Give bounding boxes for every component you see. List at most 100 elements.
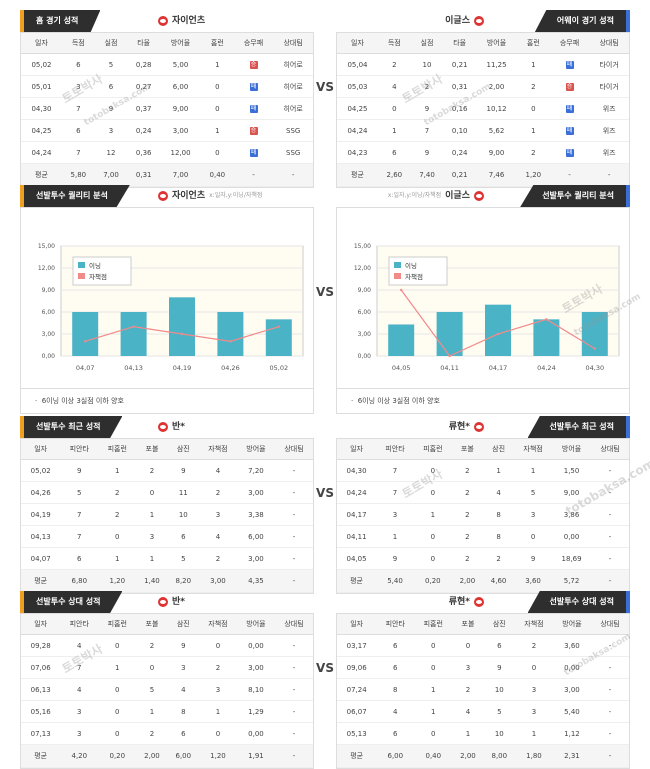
y-tick-label: 6,00 [358,309,372,316]
legend-swatch-bar [78,262,85,268]
table-cell: 11,25 [476,53,517,76]
table-cell: 2 [377,53,411,76]
table-row: 05,02 6 5 0,28 5,00 1 승 히어로 [21,53,313,76]
table-cell: 0,37 [127,97,161,120]
table-cell: 6,80 [60,569,99,593]
team-name: 자이언츠 [172,191,206,201]
column-header: 승무패 [233,33,274,54]
table-cell: 0 [98,634,137,657]
table-cell: - [590,722,629,745]
column-header: 피홈런 [98,614,137,635]
table-cell: 0,36 [127,141,161,164]
column-header: 방어율 [236,439,275,460]
average-row: 평균 6,00 0,40 2,00 8,00 1,80 2,31- [337,744,629,768]
table-cell: 0 [98,700,137,723]
column-header: 타율 [443,33,477,54]
table-cell: SSG [273,141,313,164]
table-cell: 7 [60,525,99,548]
table-cell: 05,13 [337,722,377,745]
legend-swatch-line [394,273,401,279]
stats-table: 일자 피안타 피홈런 포볼 삼진 자책점 방어율 상대팀 05,02 9 1 2 9 4 7,20-04,2… [20,438,314,594]
x-tick-label: 04,05 [392,364,411,372]
table-cell: 4 [60,678,99,701]
table-cell: 3 [198,503,237,526]
table-row: 06,13 4 0 5 4 3 8,10- [21,678,313,701]
inning-bar [533,319,560,356]
pitcher-name: 류현* [448,597,470,607]
table-row: 04,13 7 0 3 6 4 6,00- [21,525,313,548]
table-cell: 04,30 [337,459,377,482]
team-name: 이글스 [445,16,470,26]
table-cell: - [590,744,629,768]
table-cell: 2 [451,525,483,548]
table-cell: 1 [377,119,411,142]
y-tick-label: 3,00 [358,331,372,338]
earned-run-point [84,340,87,343]
table-cell: 04,24 [337,481,377,504]
table-cell: 8 [167,700,199,723]
table-cell: 1,20 [98,569,137,593]
table-cell: 0 [201,97,234,120]
table-cell: 히어로 [273,75,313,98]
column-header: 삼진 [167,614,199,635]
table-cell: 0 [413,459,452,482]
panel-title: 선발투수 퀄리티 분석 [520,185,630,207]
column-header: 상대팀 [273,33,313,54]
table-cell: 1 [376,525,414,548]
table-cell: 0,16 [443,97,477,120]
table-cell: 12,00 [160,141,201,164]
team-logo-icon [158,191,168,201]
table-cell: 6 [376,634,415,657]
vs-label: VS [316,486,334,500]
table-cell: - [274,700,313,723]
table-cell: - [274,481,313,504]
legend-label: 이닝 [405,261,417,270]
table-header-row: 일자 득점 실점 타율 방어율 홈런 승무패 상대팀 [21,33,313,54]
column-header: 피안타 [60,614,99,635]
inning-bar [388,324,415,356]
table-cell: 7 [61,141,95,164]
column-header: 포볼 [136,439,168,460]
x-tick-label: 04,07 [76,364,95,372]
panel-title: 선발투수 최근 성적 [527,416,630,438]
column-header: 자책점 [198,439,237,460]
table-cell: 0,21 [443,163,477,187]
table-cell: 6 [376,722,415,745]
table-cell: 패 [549,97,590,120]
panel-title: 어웨이 경기 성적 [534,10,630,32]
team-logo-icon [474,422,484,432]
table-cell: 타이거 [589,53,629,76]
table-cell: 04,19 [21,503,61,526]
table-cell: 5,62 [476,119,517,142]
table-cell: 5,00 [160,53,201,76]
table-cell: 평균 [337,569,377,593]
team-name: 자이언츠 [172,16,206,26]
table-cell: 07,13 [21,722,61,745]
column-header: 포볼 [136,614,168,635]
y-tick-label: 15,00 [354,243,371,250]
table-cell: 4 [198,525,237,548]
pitcher-recent-panel-right: 류현* 선발투수 최근 성적 일자 피안타 피홈런 포볼 삼진 자책점 방어율 상대팀 04,3… [336,416,630,594]
table-cell: 2 [198,656,237,679]
table-cell: 6,00 [167,744,199,768]
table-cell: 0,40 [201,163,234,187]
table-cell: 3 [514,700,553,723]
stats-grid: 일자 득점 실점 타율 방어율 홈런 승무패 상대팀 05,04 2 10 0,21 11,25 1 패 타이… [337,33,629,187]
table-cell: 승 [233,119,274,142]
earned-run-point [277,325,280,328]
table-cell: 0,24 [443,141,477,164]
table-cell: 0 [377,97,411,120]
column-header: 피안타 [60,439,99,460]
table-cell: 3,60 [514,569,552,593]
table-cell: 3,00 [160,119,201,142]
table-cell: 10,12 [476,97,517,120]
table-cell: 평균 [337,744,377,768]
table-cell: 7 [376,459,414,482]
earned-run-point [229,340,232,343]
table-cell: 4,20 [60,744,99,768]
table-cell: 03,17 [337,634,377,657]
table-cell: 2 [198,547,237,570]
table-cell: 3 [514,678,553,701]
table-cell: 0,31 [443,75,477,98]
inning-bar [265,319,292,356]
